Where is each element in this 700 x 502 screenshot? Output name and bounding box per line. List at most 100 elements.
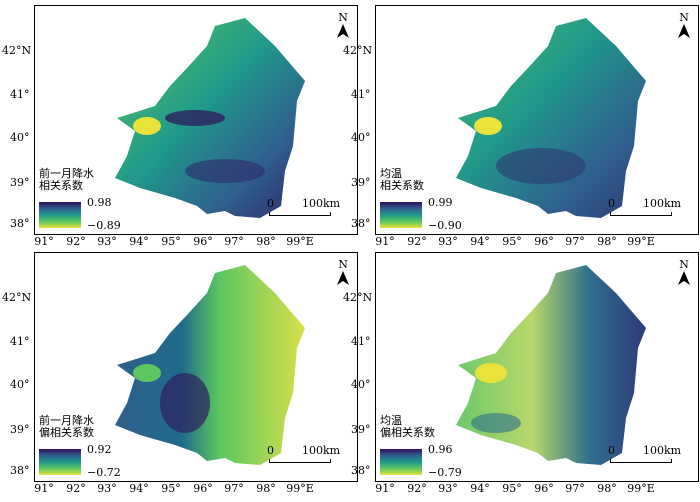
longitude-label: 98° [256, 235, 276, 248]
longitude-label: 99°E [627, 235, 655, 248]
latitude-label: 42°N [2, 291, 32, 304]
longitude-label: 92° [66, 482, 86, 495]
region-map [115, 265, 305, 465]
latitude-label: 40° [351, 378, 371, 391]
longitude-label: 99°E [286, 482, 314, 495]
longitude-label: 97° [224, 482, 244, 495]
colorbar [380, 449, 422, 475]
longitude-label: 96° [534, 235, 554, 248]
latitude-label: 41° [351, 335, 371, 348]
latitude-label: 41° [10, 335, 30, 348]
north-arrow: N [335, 12, 351, 38]
region-map [115, 18, 305, 218]
latitude-label: 39° [351, 176, 371, 189]
region-map [456, 18, 646, 218]
scale-distance: 100km [643, 197, 682, 210]
latitude-label: 39° [351, 423, 371, 436]
longitude-label: 93° [97, 482, 117, 495]
colorbar [39, 202, 81, 228]
north-arrow-icon [337, 24, 349, 38]
legend-title: 前一月降水 相关系数 [39, 168, 94, 192]
legend-title-line2: 偏相关系数 [380, 426, 435, 439]
yellow-patch [133, 117, 161, 135]
legend-max: 0.96 [428, 443, 453, 456]
longitude-label: 96° [193, 235, 213, 248]
legend-title: 均温 相关系数 [380, 168, 424, 192]
latitude-label: 42°N [2, 44, 32, 57]
longitude-label: 91° [375, 482, 395, 495]
longitude-label: 97° [224, 235, 244, 248]
latitude-label: 38° [351, 217, 371, 230]
scale-zero: 0 [608, 444, 615, 457]
north-arrow: N [335, 259, 351, 285]
longitude-label: 97° [565, 482, 585, 495]
longitude-label: 94° [470, 482, 490, 495]
legend-min: −0.89 [87, 219, 121, 232]
longitude-label: 95° [502, 482, 522, 495]
north-arrow-icon [678, 24, 690, 38]
legend-title-line1: 前一月降水 [39, 167, 94, 180]
longitude-label: 96° [534, 482, 554, 495]
longitude-label: 91° [375, 235, 395, 248]
longitude-label: 92° [407, 482, 427, 495]
legend-max: 0.92 [87, 443, 112, 456]
legend-title-line1: 前一月降水 [39, 414, 94, 427]
map-panel-3: N 前一月降水 偏相关系数 0.92 −0.72 0 100km [34, 252, 358, 482]
longitude-label: 99°E [627, 482, 655, 495]
region-map [456, 265, 646, 465]
map-panel-2: N 均温 相关系数 0.99 −0.90 0 100km [375, 5, 699, 235]
longitude-label: 93° [438, 482, 458, 495]
longitude-label: 99°E [286, 235, 314, 248]
latitude-label: 41° [351, 88, 371, 101]
latitude-label: 40° [10, 131, 30, 144]
legend-min: −0.79 [428, 466, 462, 479]
legend-title-line1: 均温 [380, 414, 402, 427]
legend-title-line2: 偏相关系数 [39, 426, 94, 439]
latitude-label: 39° [10, 423, 30, 436]
longitude-label: 93° [97, 235, 117, 248]
latitude-label: 38° [10, 464, 30, 477]
north-arrow: N [676, 12, 692, 38]
scale-distance: 100km [643, 444, 682, 457]
longitude-label: 91° [34, 235, 54, 248]
longitude-label: 95° [502, 235, 522, 248]
longitude-label: 98° [597, 482, 617, 495]
legend-min: −0.90 [428, 219, 462, 232]
scale-distance: 100km [302, 197, 341, 210]
latitude-label: 38° [10, 217, 30, 230]
longitude-label: 94° [129, 482, 149, 495]
map-panel-1: N 前一月降水 相关系数 0.98 −0.89 0 100km [34, 5, 358, 235]
scale-zero: 0 [267, 444, 274, 457]
latitude-label: 39° [10, 176, 30, 189]
longitude-label: 91° [34, 482, 54, 495]
longitude-label: 98° [256, 482, 276, 495]
latitude-label: 41° [10, 88, 30, 101]
longitude-label: 96° [193, 482, 213, 495]
longitude-label: 94° [129, 235, 149, 248]
longitude-label: 95° [161, 235, 181, 248]
legend-title: 均温 偏相关系数 [380, 415, 435, 439]
legend-title-line2: 相关系数 [39, 179, 83, 192]
north-label: N [338, 258, 348, 271]
north-label: N [679, 11, 689, 24]
longitude-label: 98° [597, 235, 617, 248]
colorbar [39, 449, 81, 475]
legend-title-line1: 均温 [380, 167, 402, 180]
latitude-label: 40° [351, 131, 371, 144]
longitude-label: 92° [407, 235, 427, 248]
legend-min: −0.72 [87, 466, 121, 479]
legend-max: 0.99 [428, 196, 453, 209]
longitude-label: 97° [565, 235, 585, 248]
scale-zero: 0 [608, 197, 615, 210]
latitude-label: 42°N [343, 291, 373, 304]
latitude-label: 38° [351, 464, 371, 477]
longitude-label: 94° [470, 235, 490, 248]
yellow-patch [475, 363, 507, 383]
latitude-label: 40° [10, 378, 30, 391]
map-panel-4: N 均温 偏相关系数 0.96 −0.79 0 100km [375, 252, 699, 482]
longitude-label: 93° [438, 235, 458, 248]
longitude-label: 95° [161, 482, 181, 495]
legend-title: 前一月降水 偏相关系数 [39, 415, 94, 439]
legend-title-line2: 相关系数 [380, 179, 424, 192]
yellow-patch [474, 117, 502, 135]
